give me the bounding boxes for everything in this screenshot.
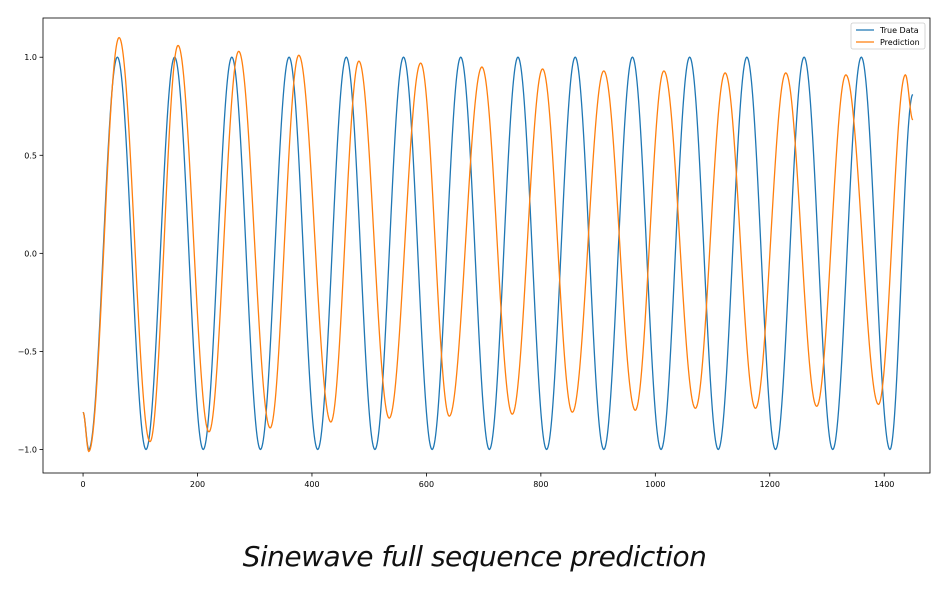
legend-label-prediction: Prediction xyxy=(880,38,920,47)
x-tick-label: 200 xyxy=(190,480,205,489)
x-tick-label: 1200 xyxy=(760,480,780,489)
legend: True Data Prediction xyxy=(850,22,926,50)
chart: 0 200 400 600 800 1000 1200 1400 1.0 0.5 0.0 −0.5 −1… xyxy=(18,17,931,489)
x-tick-label: 600 xyxy=(419,480,434,489)
x-tick-label: 0 xyxy=(81,480,86,489)
y-tick-label: 0.5 xyxy=(24,151,37,160)
plot-area xyxy=(42,17,931,474)
x-tick-label: 1000 xyxy=(645,480,665,489)
x-tick-label: 400 xyxy=(304,480,319,489)
chart-caption: Sinewave full sequence prediction xyxy=(242,540,707,573)
y-tick-label: −1.0 xyxy=(18,445,37,454)
x-tick-label: 1400 xyxy=(874,480,894,489)
y-tick-label: 0.0 xyxy=(24,249,37,258)
legend-label-true-data: True Data xyxy=(879,26,919,35)
series-layer xyxy=(82,36,914,453)
y-tick-label: 1.0 xyxy=(24,53,37,62)
series-line-true-data xyxy=(82,56,914,451)
series-line-prediction xyxy=(82,36,914,453)
x-tick-label: 800 xyxy=(533,480,548,489)
ticks-layer: 0 200 400 600 800 1000 1200 1400 1.0 0.5 0.0 −0.5 −1… xyxy=(18,53,895,489)
y-tick-label: −0.5 xyxy=(18,347,37,356)
